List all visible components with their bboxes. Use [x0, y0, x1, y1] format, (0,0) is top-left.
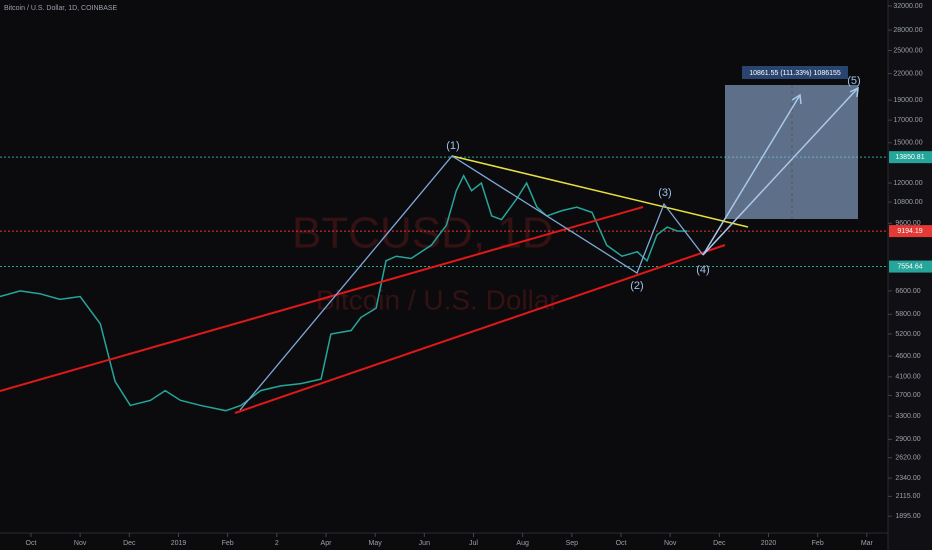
y-tick-label: 19000.00: [893, 97, 922, 104]
channel-line: [0, 206, 644, 392]
wave-label: (1): [446, 140, 459, 152]
x-tick-label: 2: [275, 540, 279, 547]
y-tick-label: 9600.00: [895, 220, 920, 227]
measure-label: 10861.55 (111.33%) 1086155: [749, 70, 841, 77]
x-tick-label: Oct: [616, 540, 627, 547]
x-tick-label: Dec: [123, 540, 136, 547]
price-label: 13850.81: [895, 154, 924, 161]
x-tick-label: Nov: [664, 540, 677, 547]
price-line-series: [0, 174, 688, 412]
y-tick-label: 1895.00: [895, 513, 920, 520]
plot: 32000.00 28000.00 25000.00 22000.00 19000.00…: [0, 3, 932, 547]
watermark: BTCUSD, 1D: [292, 209, 554, 258]
y-tick-label: 10800.00: [893, 199, 922, 206]
x-tick-label: Feb: [222, 540, 234, 547]
channel-line: [234, 244, 726, 414]
price-label: 7554.64: [897, 263, 922, 270]
x-tick-label: Oct: [26, 540, 37, 547]
wave-line: [239, 155, 704, 411]
trend-line: [451, 155, 749, 228]
price-axis: [888, 0, 932, 550]
price-label-bg: [889, 151, 932, 164]
y-tick-label: 12000.00: [893, 180, 922, 187]
y-tick-label: 5200.00: [895, 331, 920, 338]
y-tick-label: 6600.00: [895, 288, 920, 295]
wave-label: (2): [630, 280, 643, 292]
x-tick-label: 2020: [761, 540, 777, 547]
x-tick-label: Feb: [812, 540, 824, 547]
y-tick-label: 32000.00: [893, 3, 922, 10]
x-tick-label: Jun: [419, 540, 430, 547]
arrow-head: [849, 86, 859, 98]
y-tick-label: 28000.00: [893, 27, 922, 34]
drawings: 10861.55 (111.33%) 1086155 (1) (2) (3) (…: [0, 66, 861, 414]
y-tick-label: 15000.00: [893, 140, 922, 147]
y-tick-label: 3300.00: [895, 413, 920, 420]
watermark: Bitcoin / U.S. Dollar: [316, 284, 559, 315]
y-tick-label: 2115.00: [896, 493, 921, 500]
wave-label: (5): [847, 75, 860, 87]
x-tick-label: Jul: [469, 540, 478, 547]
y-tick-label: 22000.00: [893, 70, 922, 77]
y-tick-label: 17000.00: [893, 117, 922, 124]
y-tick-label: 25000.00: [893, 47, 922, 54]
y-tick-label: 2900.00: [895, 436, 920, 443]
wave-arrow: [702, 94, 801, 256]
x-tick-label: Nov: [74, 540, 87, 547]
price-label: 9194.19: [897, 228, 922, 235]
x-tick-label: Mar: [861, 540, 874, 547]
x-tick-label: Dec: [713, 540, 726, 547]
price-label-bg: [889, 260, 932, 273]
header: Bitcoin / U.S. Dollar, 1D, COINBASE: [4, 5, 118, 12]
y-tick-label: 2620.00: [895, 455, 920, 462]
x-tick-label: May: [369, 540, 383, 547]
x-tick-label: Sep: [566, 540, 579, 547]
wave-arrow: [702, 87, 859, 256]
arrow-head: [791, 93, 802, 105]
price-label-bg: [889, 225, 932, 238]
x-tick-label: Aug: [516, 540, 529, 547]
y-tick-label: 3700.00: [895, 392, 920, 399]
wave-label: (4): [696, 264, 709, 276]
x-tick-label: Apr: [321, 540, 333, 547]
y-tick-label: 4100.00: [895, 374, 920, 381]
measure-label-bg: [742, 66, 848, 79]
y-tick-label: 2340.00: [895, 475, 920, 482]
wave-label: (3): [658, 187, 671, 199]
x-tick-label: 2019: [171, 540, 187, 547]
y-tick-label: 5800.00: [895, 311, 920, 318]
y-tick-label: 4600.00: [895, 353, 920, 360]
